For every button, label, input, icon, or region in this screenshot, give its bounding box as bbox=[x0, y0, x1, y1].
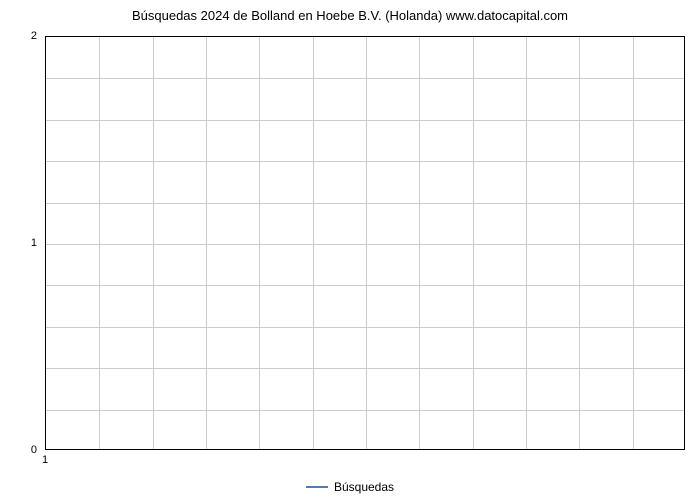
legend: Búsquedas bbox=[0, 480, 700, 494]
y-tick-label: 2 bbox=[0, 30, 37, 42]
y-tick-label: 0 bbox=[0, 444, 37, 456]
gridline-horizontal bbox=[46, 368, 684, 369]
x-tick-label: 1 bbox=[42, 454, 48, 466]
gridline-vertical bbox=[579, 37, 580, 449]
gridline-vertical bbox=[366, 37, 367, 449]
gridline-horizontal bbox=[46, 161, 684, 162]
gridline-horizontal bbox=[46, 244, 684, 245]
gridline-horizontal bbox=[46, 78, 684, 79]
gridline-vertical bbox=[473, 37, 474, 449]
chart-title: Búsquedas 2024 de Bolland en Hoebe B.V. … bbox=[0, 8, 700, 23]
plot-area bbox=[45, 36, 685, 450]
gridline-vertical bbox=[153, 37, 154, 449]
gridline-horizontal bbox=[46, 285, 684, 286]
gridline-vertical bbox=[206, 37, 207, 449]
gridline-horizontal bbox=[46, 120, 684, 121]
y-tick-label: 1 bbox=[0, 237, 37, 249]
gridline-vertical bbox=[526, 37, 527, 449]
legend-label: Búsquedas bbox=[334, 480, 394, 494]
gridline-vertical bbox=[419, 37, 420, 449]
gridline-horizontal bbox=[46, 203, 684, 204]
gridline-vertical bbox=[633, 37, 634, 449]
chart-container: Búsquedas 2024 de Bolland en Hoebe B.V. … bbox=[0, 8, 700, 468]
gridline-vertical bbox=[259, 37, 260, 449]
legend-swatch bbox=[306, 486, 328, 488]
gridline-horizontal bbox=[46, 410, 684, 411]
gridline-horizontal bbox=[46, 327, 684, 328]
gridline-vertical bbox=[313, 37, 314, 449]
gridline-vertical bbox=[99, 37, 100, 449]
